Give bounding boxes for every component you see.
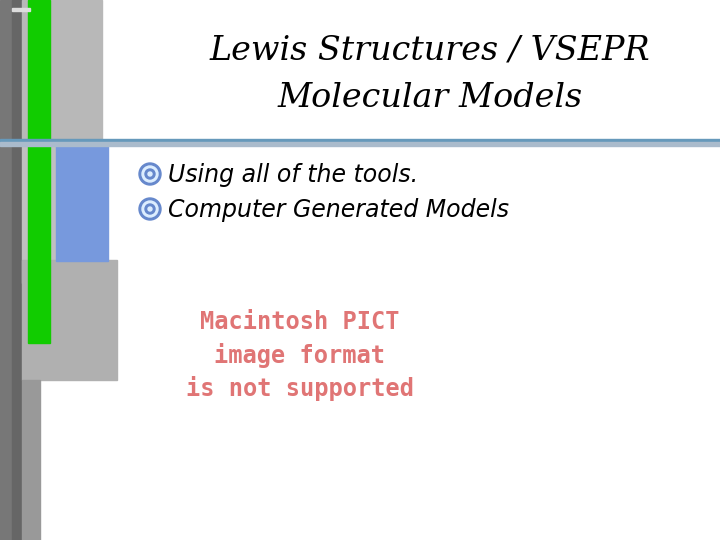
Bar [0, 142, 720, 146]
Bar [12, 8, 30, 11]
Bar [22, 260, 117, 380]
Text: image format: image format [215, 343, 385, 368]
Bar [22, 0, 102, 143]
Circle shape [142, 166, 158, 182]
Bar [56, 143, 108, 261]
Circle shape [145, 169, 155, 179]
Bar [0, 0, 12, 540]
Text: Molecular Models: Molecular Models [277, 82, 582, 114]
Bar [22, 143, 102, 283]
Text: is not supported: is not supported [186, 376, 414, 401]
Circle shape [145, 204, 155, 214]
Bar [12, 0, 22, 540]
Circle shape [148, 207, 152, 211]
Bar [28, 0, 50, 143]
Bar [0, 139, 720, 142]
Circle shape [142, 201, 158, 217]
Circle shape [148, 172, 152, 176]
Text: Using all of the tools.: Using all of the tools. [168, 163, 418, 187]
Bar [28, 143, 50, 343]
Bar [22, 380, 40, 540]
Circle shape [139, 198, 161, 220]
Circle shape [139, 163, 161, 185]
Text: Lewis Structures / VSEPR: Lewis Structures / VSEPR [210, 35, 650, 67]
Text: Macintosh PICT: Macintosh PICT [200, 310, 400, 334]
Text: Computer Generated Models: Computer Generated Models [168, 198, 509, 222]
